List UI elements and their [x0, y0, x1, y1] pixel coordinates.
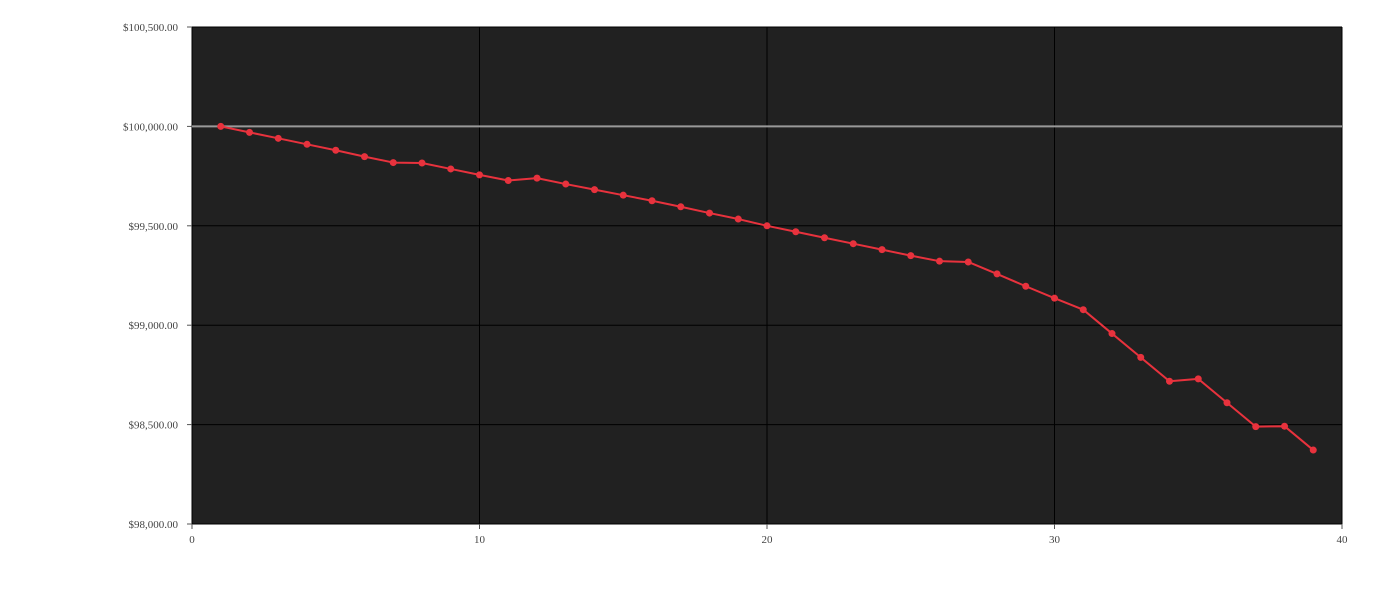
data-point[interactable] [648, 197, 656, 205]
y-tick-label: $98,500.00 [129, 420, 179, 432]
data-point[interactable] [418, 159, 426, 167]
data-point[interactable] [821, 234, 828, 242]
data-point[interactable] [734, 215, 742, 223]
data-point[interactable] [1166, 377, 1173, 385]
data-point[interactable] [936, 257, 943, 265]
y-tick-label: $99,000.00 [129, 320, 179, 332]
points-group [217, 122, 1317, 454]
data-point[interactable] [476, 171, 483, 179]
grid-lines [191, 26, 1343, 525]
data-point[interactable] [562, 180, 570, 188]
data-point[interactable] [332, 146, 340, 154]
data-point[interactable] [533, 174, 541, 182]
y-tick-label: $100,000.00 [123, 121, 179, 133]
x-tick-label: 0 [189, 534, 195, 546]
data-point[interactable] [878, 246, 886, 254]
y-tick-label: $100,500.00 [123, 22, 179, 34]
y-tick-label: $98,000.00 [129, 519, 179, 531]
data-point[interactable] [246, 128, 253, 136]
data-point[interactable] [993, 270, 1001, 278]
x-tick-label: 20 [762, 534, 774, 546]
x-tick-label: 30 [1049, 534, 1061, 546]
data-point[interactable] [361, 153, 368, 161]
data-point[interactable] [1022, 282, 1030, 290]
data-point[interactable] [303, 140, 311, 148]
data-point[interactable] [1223, 399, 1231, 407]
data-point[interactable] [217, 122, 225, 130]
data-point[interactable] [1252, 423, 1260, 431]
data-point[interactable] [964, 258, 972, 266]
data-point[interactable] [619, 191, 627, 199]
data-point[interactable] [1051, 294, 1058, 302]
data-point[interactable] [274, 134, 282, 142]
data-point[interactable] [849, 240, 857, 248]
x-tick-label: 10 [474, 534, 486, 546]
data-point[interactable] [763, 222, 771, 230]
data-point[interactable] [447, 165, 455, 173]
data-point[interactable] [1194, 375, 1202, 383]
x-tick-label: 40 [1337, 534, 1349, 546]
data-point[interactable] [706, 209, 713, 217]
data-point[interactable] [591, 186, 598, 194]
data-point[interactable] [1108, 330, 1116, 338]
data-point[interactable] [1281, 422, 1288, 430]
y-axis-ticks: $98,000.00 $98,500.00 $99,000.00 $99,500.00… [123, 22, 192, 531]
data-point[interactable] [1309, 446, 1317, 454]
data-point[interactable] [1137, 353, 1145, 361]
y-tick-label: $99,500.00 [129, 221, 179, 233]
data-point[interactable] [504, 176, 512, 184]
data-point[interactable] [792, 228, 800, 236]
data-point[interactable] [677, 203, 685, 211]
data-point[interactable] [389, 159, 397, 167]
data-point[interactable] [907, 252, 915, 260]
data-point[interactable] [1079, 306, 1087, 314]
x-axis-ticks: 0 10 20 30 40 [189, 524, 1348, 546]
